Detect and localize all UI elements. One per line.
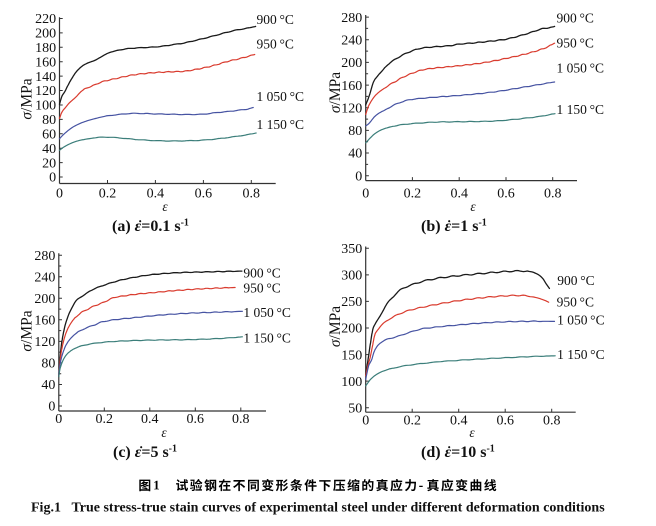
svg-text:950 °C: 950 °C [243, 281, 280, 296]
svg-text:1 050 °C: 1 050 °C [557, 313, 604, 328]
svg-text:200: 200 [34, 292, 55, 307]
svg-text:120: 120 [34, 335, 55, 350]
svg-text:900 °C: 900 °C [557, 11, 594, 26]
svg-text:ε: ε [470, 199, 476, 214]
svg-text:80: 80 [42, 113, 56, 128]
svg-text:1 150 °C: 1 150 °C [557, 347, 604, 362]
svg-text:ε: ε [161, 425, 167, 440]
svg-text:50: 50 [348, 401, 362, 416]
svg-text:100: 100 [341, 375, 362, 390]
svg-text:0.2: 0.2 [404, 186, 422, 201]
svg-text:80: 80 [41, 357, 55, 372]
svg-text:Fig.1 True stress-true stain: Fig.1 True stress-true stain curves of e… [31, 501, 605, 516]
svg-text:120: 120 [35, 84, 56, 99]
svg-text:350: 350 [341, 242, 362, 257]
svg-text:220: 220 [35, 12, 56, 27]
svg-text:ε: ε [469, 425, 475, 440]
svg-text:250: 250 [341, 295, 362, 310]
svg-text:100: 100 [35, 99, 56, 114]
svg-text:0.4: 0.4 [141, 412, 159, 427]
svg-text:1 150 °C: 1 150 °C [557, 102, 604, 117]
svg-text:0: 0 [362, 413, 369, 428]
svg-text:σ/MPa: σ/MPa [19, 310, 36, 351]
svg-text:1 050 °C: 1 050 °C [557, 61, 604, 76]
svg-text:1 050 °C: 1 050 °C [243, 305, 290, 320]
svg-text:0.4: 0.4 [450, 413, 468, 428]
svg-text:180: 180 [35, 41, 56, 56]
svg-text:240: 240 [34, 270, 55, 285]
svg-text:σ/MPa: σ/MPa [327, 306, 344, 347]
svg-text:1 150 °C: 1 150 °C [243, 330, 290, 345]
svg-text:200: 200 [341, 322, 362, 337]
svg-text:0.8: 0.8 [543, 413, 561, 428]
svg-text:0: 0 [56, 187, 63, 202]
svg-text:40: 40 [41, 378, 55, 393]
svg-text:150: 150 [341, 348, 362, 363]
svg-text:120: 120 [341, 101, 362, 116]
svg-text:40: 40 [42, 142, 56, 157]
svg-text:80: 80 [348, 124, 362, 139]
svg-text:0.6: 0.6 [497, 186, 515, 201]
svg-text:200: 200 [341, 56, 362, 71]
svg-text:1 150 °C: 1 150 °C [257, 117, 304, 132]
svg-text:0.6: 0.6 [195, 187, 213, 202]
svg-text:(b) ε=1 s-1: (b) ε=1 s-1 [421, 218, 487, 236]
svg-text:950 °C: 950 °C [557, 294, 594, 309]
svg-text:950 °C: 950 °C [257, 37, 294, 52]
svg-text:1 050 °C: 1 050 °C [257, 89, 304, 104]
svg-text:0: 0 [48, 400, 55, 415]
svg-text:0: 0 [49, 171, 56, 186]
svg-text:60: 60 [42, 128, 56, 143]
svg-text:140: 140 [35, 70, 56, 85]
svg-text:900 °C: 900 °C [557, 273, 594, 288]
svg-text:900 °C: 900 °C [257, 12, 294, 27]
svg-text:40: 40 [348, 147, 362, 162]
svg-text:0.2: 0.2 [96, 412, 114, 427]
svg-text:0.8: 0.8 [232, 412, 250, 427]
svg-text:0.4: 0.4 [450, 186, 468, 201]
svg-text:0.6: 0.6 [187, 412, 205, 427]
svg-text:(c) ε=5 s-1: (c) ε=5 s-1 [113, 444, 177, 462]
svg-text:200: 200 [35, 27, 56, 42]
svg-text:900 °C: 900 °C [243, 265, 280, 280]
svg-text:(d) ε=10 s-1: (d) ε=10 s-1 [421, 444, 495, 462]
svg-text:0.2: 0.2 [99, 187, 117, 202]
svg-text:0: 0 [362, 186, 369, 201]
svg-text:160: 160 [35, 55, 56, 70]
svg-text:300: 300 [341, 269, 362, 284]
svg-text:160: 160 [34, 314, 55, 329]
svg-text:20: 20 [42, 156, 56, 171]
svg-text:(a) ε=0.1 s-1: (a) ε=0.1 s-1 [112, 218, 189, 236]
svg-text:950 °C: 950 °C [557, 35, 594, 50]
svg-text:0.8: 0.8 [243, 187, 261, 202]
svg-text:0.6: 0.6 [496, 413, 514, 428]
svg-text:0.8: 0.8 [544, 186, 562, 201]
svg-text:σ/MPa: σ/MPa [327, 72, 344, 113]
svg-text:0.4: 0.4 [147, 187, 165, 202]
svg-text:ε: ε [162, 199, 168, 214]
svg-text:280: 280 [34, 249, 55, 264]
svg-text:σ/MPa: σ/MPa [19, 78, 36, 119]
svg-text:0: 0 [55, 412, 62, 427]
svg-text:160: 160 [341, 79, 362, 94]
svg-text:240: 240 [341, 34, 362, 49]
svg-text:0.2: 0.2 [403, 413, 421, 428]
svg-text:0: 0 [355, 169, 362, 184]
svg-text:280: 280 [341, 11, 362, 26]
